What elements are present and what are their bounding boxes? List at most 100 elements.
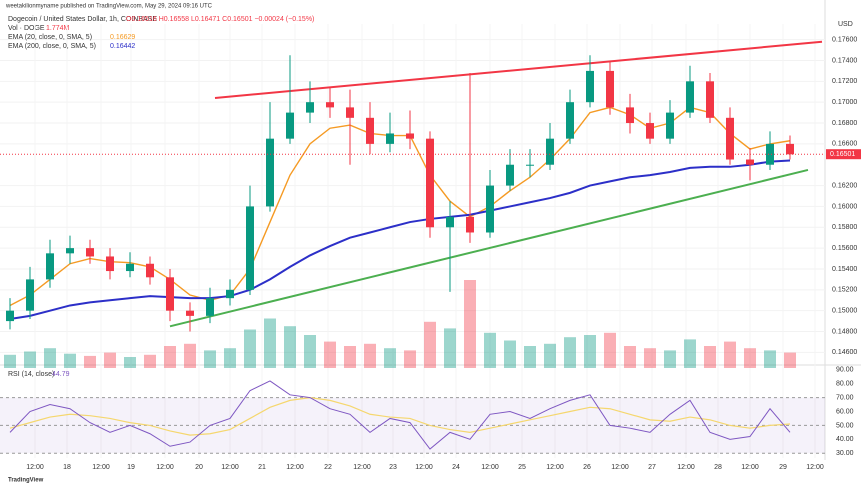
currency: USD — [838, 21, 853, 28]
volume-bar — [384, 348, 396, 368]
ema-line — [9, 159, 791, 320]
volume-bar — [724, 341, 736, 368]
x-tick-label: 12:00 — [415, 464, 433, 471]
candle-body — [726, 117, 734, 160]
volume-bar — [304, 335, 316, 368]
rsi-tick-label: 60.00 — [836, 408, 854, 415]
candle-body — [626, 107, 634, 124]
y-tick-label: 0.17400 — [832, 57, 857, 64]
candle-body — [646, 123, 654, 139]
candle-body — [286, 112, 294, 139]
volume-bar — [284, 326, 296, 368]
candle-body — [266, 138, 274, 207]
x-tick-label: 12:00 — [286, 464, 304, 471]
x-tick-label: 12:00 — [806, 464, 824, 471]
publisher: weetakilionmyname published on TradingVi… — [5, 4, 213, 10]
y-tick-label: 0.16600 — [832, 141, 857, 148]
brand: TradingView — [8, 478, 44, 484]
y-tick-label: 0.15800 — [832, 224, 857, 231]
x-tick-label: 23 — [389, 464, 397, 471]
volume-bar — [644, 348, 656, 368]
volume-bar — [784, 352, 796, 368]
ema-line — [9, 106, 791, 307]
candle-body — [446, 216, 454, 228]
volume-bar — [624, 346, 636, 368]
volume-bar — [704, 346, 716, 368]
volume-bar — [324, 341, 336, 368]
candle-body — [226, 289, 234, 299]
volume-bar — [4, 354, 16, 368]
candle-body — [706, 81, 714, 118]
x-tick-label: 12:00 — [92, 464, 110, 471]
y-tick-label: 0.14800 — [832, 328, 857, 335]
candle-body — [86, 248, 94, 257]
candle-body — [146, 263, 154, 278]
volume-bar — [444, 328, 456, 368]
candle-body — [186, 310, 194, 316]
volume-bar — [504, 340, 516, 368]
candle-body — [426, 138, 434, 228]
candle-body — [126, 263, 134, 272]
volume-bar — [44, 348, 56, 368]
x-tick-label: 19 — [127, 464, 135, 471]
candle-body — [526, 164, 534, 166]
x-tick-label: 24 — [452, 464, 460, 471]
rsi-ma-line — [9, 396, 791, 436]
candle-body — [746, 159, 754, 165]
y-tick-label: 0.16800 — [832, 120, 857, 127]
candle-body — [786, 143, 794, 155]
rsi-line — [9, 380, 791, 450]
y-tick-label: 0.17600 — [832, 36, 857, 43]
x-tick-label: 26 — [583, 464, 591, 471]
candle-body — [506, 164, 514, 186]
last-price-tag — [826, 149, 861, 160]
candle-body — [46, 253, 54, 280]
x-tick-label: 28 — [714, 464, 722, 471]
volume-bar — [84, 355, 96, 368]
rsi-tick-label: 40.00 — [836, 436, 854, 443]
volume-bar — [124, 357, 136, 368]
candle-body — [66, 248, 74, 254]
candle-body — [606, 70, 614, 108]
y-tick-label: 0.15000 — [832, 308, 857, 315]
y-tick-label: 0.15600 — [832, 245, 857, 252]
x-tick-label: 29 — [779, 464, 787, 471]
candle-body — [686, 81, 694, 113]
y-tick-label: 0.17200 — [832, 78, 857, 85]
candle-body — [586, 70, 594, 103]
volume-value: 1.774M — [46, 25, 70, 32]
volume-bar — [184, 343, 196, 368]
series-last: 0.16442 — [110, 43, 135, 50]
volume-bar — [204, 350, 216, 368]
rsi-tick-label: 80.00 — [836, 381, 854, 388]
candle-body — [566, 102, 574, 139]
volume-bar — [464, 280, 476, 368]
series-name: EMA (20, close, 0, SMA, 5) — [8, 34, 92, 41]
x-tick-label: 12:00 — [156, 464, 174, 471]
last-price-label: 0.16501 — [830, 151, 855, 158]
volume-bar — [584, 335, 596, 368]
volume-bar — [164, 346, 176, 368]
volume-bar — [604, 332, 616, 368]
candle-body — [666, 112, 674, 139]
volume-bar — [264, 318, 276, 368]
volume-bar — [344, 346, 356, 368]
y-tick-label: 0.16200 — [832, 182, 857, 189]
y-tick-label: 0.16000 — [832, 203, 857, 210]
candle-body — [766, 143, 774, 165]
volume-bar — [404, 350, 416, 368]
candle-body — [386, 133, 394, 144]
series-name: EMA (200, close, 0, SMA, 5) — [8, 43, 96, 50]
volume-bar — [744, 348, 756, 368]
x-tick-label: 12:00 — [26, 464, 44, 471]
x-tick-label: 27 — [648, 464, 656, 471]
rsi-tick-label: 50.00 — [836, 422, 854, 429]
volume-bar — [104, 352, 116, 368]
candle-body — [246, 206, 254, 290]
volume-bar — [24, 351, 36, 368]
symbol: Dogecoin / United States Dollar, 1h, COI… — [8, 16, 157, 23]
series-last: 0.16629 — [110, 34, 135, 41]
volume-bar — [524, 346, 536, 368]
x-tick-label: 12:00 — [353, 464, 371, 471]
